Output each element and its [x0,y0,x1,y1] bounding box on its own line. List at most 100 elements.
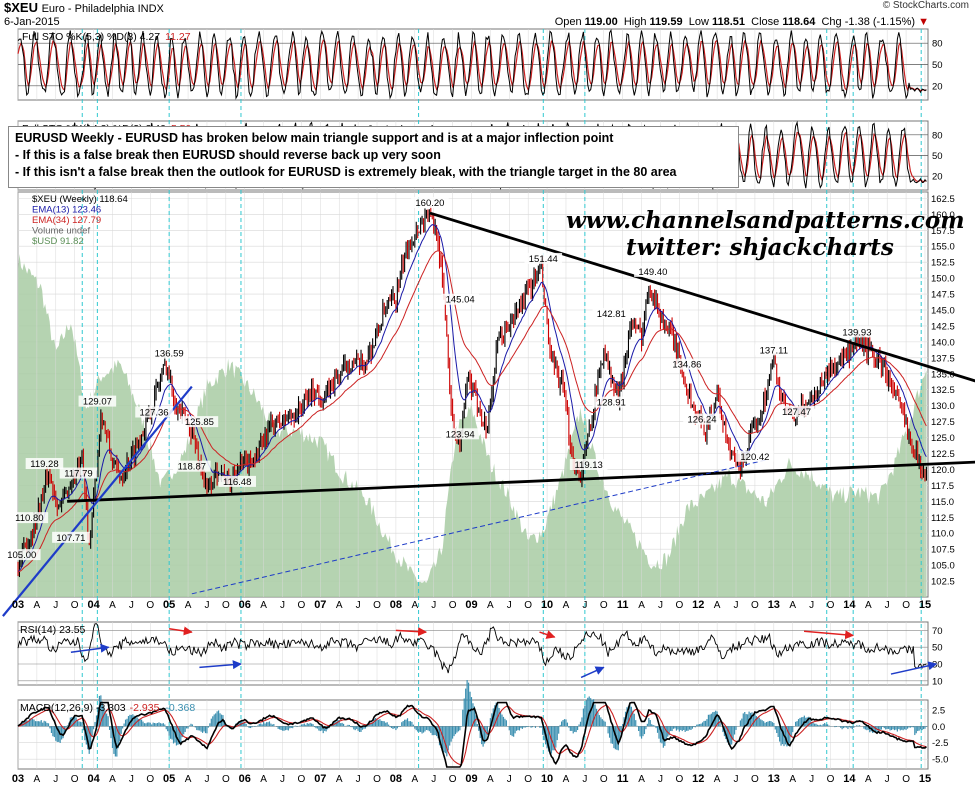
data-label-bg [755,344,793,356]
main-axis-year-label: 13 [768,599,780,611]
annotation-box: EURUSD Weekly - EURUSD has broken below … [8,126,739,188]
main-axis-month-label: J [658,600,663,611]
low-value: 118.51 [711,16,745,28]
bottom-axis-month-label: O [675,774,683,785]
main-ytick-label: 107.5 [931,545,955,556]
panel-frame-rsi [17,621,929,686]
main-axis-month-label: J [582,600,587,611]
price-data-label: 145.04 [446,295,475,306]
bottom-axis-year-label: 04 [87,773,100,785]
main-ytick-label: 102.5 [931,577,955,588]
main-ytick-label: 140.0 [931,337,955,348]
bottom-axis-month-label: A [185,774,192,785]
bottom-axis-month-label: J [809,774,814,785]
main-axis-month-label: O [449,600,457,611]
main-ytick-label: 147.5 [931,290,955,301]
price-data-label: 119.28 [30,459,58,470]
bottom-axis-month-label: A [714,774,721,785]
main-axis-month-label: J [809,600,814,611]
bottom-axis-month-label: J [507,774,512,785]
rsi-ytick-label: 50 [932,643,943,654]
bottom-axis-month-label: A [34,774,41,785]
main-ytick-label: 127.5 [931,417,955,428]
price-data-label: 107.71 [56,533,85,544]
data-label-bg [634,265,672,277]
bottom-axis-month-label: J [582,774,587,785]
main-axis-year-label: 05 [163,599,175,611]
bottom-axis-year-label: 09 [465,773,477,785]
main-ytick-label: 115.0 [931,497,954,508]
bottom-axis-year-label: 14 [843,773,856,785]
main-axis-year-label: 09 [465,599,477,611]
main-axis-month-label: A [865,600,872,611]
annotation-line-1: EURUSD Weekly - EURUSD has broken below … [15,131,614,145]
price-data-label: 105.00 [7,550,36,561]
rsi-divergence-blue-arrow [70,643,110,653]
main-ytick-label: 135.0 [931,369,955,380]
close-value: 118.64 [782,16,816,28]
sto-fast-legend-k: Full STO %K(5,3) %D(3) 4.27 [22,31,160,43]
main-axis-year-label: 10 [541,599,553,611]
data-label-bg [441,428,479,440]
rsi-ytick-label: 30 [932,660,943,671]
main-axis-year-label: 08 [390,599,402,611]
bottom-axis-month-label: O [751,774,759,785]
main-axis-month-label: A [563,600,570,611]
main-axis-year-label: 15 [919,599,931,611]
rsi-divergence-blue-arrow [890,661,938,675]
bottom-axis-month-label: O [827,774,835,785]
bottom-axis-month-label: J [734,774,739,785]
price-data-label: 127.47 [782,407,811,418]
main-axis-month-label: A [714,600,721,611]
price-data-label: 110.80 [15,513,43,524]
main-ytick-label: 152.5 [931,258,955,269]
price-data-label: 129.07 [83,397,112,408]
main-axis-month-label: J [280,600,285,611]
data-label-bg [180,416,219,428]
macd-legend-signal: -2.935 [130,702,160,714]
sto-slow-ytick-label: 20 [932,172,943,183]
rsi-ytick-label: 10 [932,676,943,687]
bottom-axis-year-label: 03 [12,773,24,785]
sto-fast-ytick-label: 20 [932,81,943,92]
bottom-axis-month-label: A [336,774,343,785]
main-ytick-label: 155.0 [931,242,955,253]
data-label-bg [592,307,631,319]
main-axis-month-label: O [675,600,683,611]
data-label-bg [52,531,90,543]
main-ytick-label: 162.5 [931,194,955,205]
price-data-label: 160.20 [415,198,444,209]
data-label-bg [59,467,98,479]
sto-fast-legend-d: 11.27 [165,31,191,43]
sto-fast-d-line [17,39,927,93]
price-data-label: 142.81 [597,309,626,320]
bottom-axis-month-label: J [280,774,285,785]
main-axis-month-label: A [260,600,267,611]
main-ytick-label: 142.5 [931,321,955,332]
price-data-label: 136.59 [155,349,184,360]
price-data-label: 118.87 [178,462,206,473]
stockcharts-credit: © StockCharts.com [882,0,969,11]
rsi-legend: RSI(14) 23.55 [20,624,86,636]
main-axis-month-label: O [298,600,306,611]
main-axis-month-label: A [336,600,343,611]
bottom-axis-month-label: O [449,774,457,785]
bottom-axis-month-label: A [865,774,872,785]
sto-fast-ytick-label: 80 [932,39,943,50]
main-axis-month-label: O [600,600,608,611]
price-data-label: 117.79 [64,469,92,480]
macd-legend-main: MACD(12,26,9) -3.303 [20,702,126,714]
chart-date: 6-Jan-2015 [4,16,60,28]
main-ytick-label: 130.0 [931,401,955,412]
bottom-axis-month-label: J [53,774,58,785]
main-axis-month-label: O [902,600,910,611]
main-axis-year-label: 07 [314,599,326,611]
main-ytick-label: 145.0 [931,305,955,316]
main-axis-month-label: O [827,600,835,611]
data-label-bg [10,512,49,524]
bottom-axis-month-label: A [109,774,116,785]
bottom-axis-month-label: J [356,774,361,785]
ema13-line [17,224,927,573]
data-label-bg [150,347,188,359]
